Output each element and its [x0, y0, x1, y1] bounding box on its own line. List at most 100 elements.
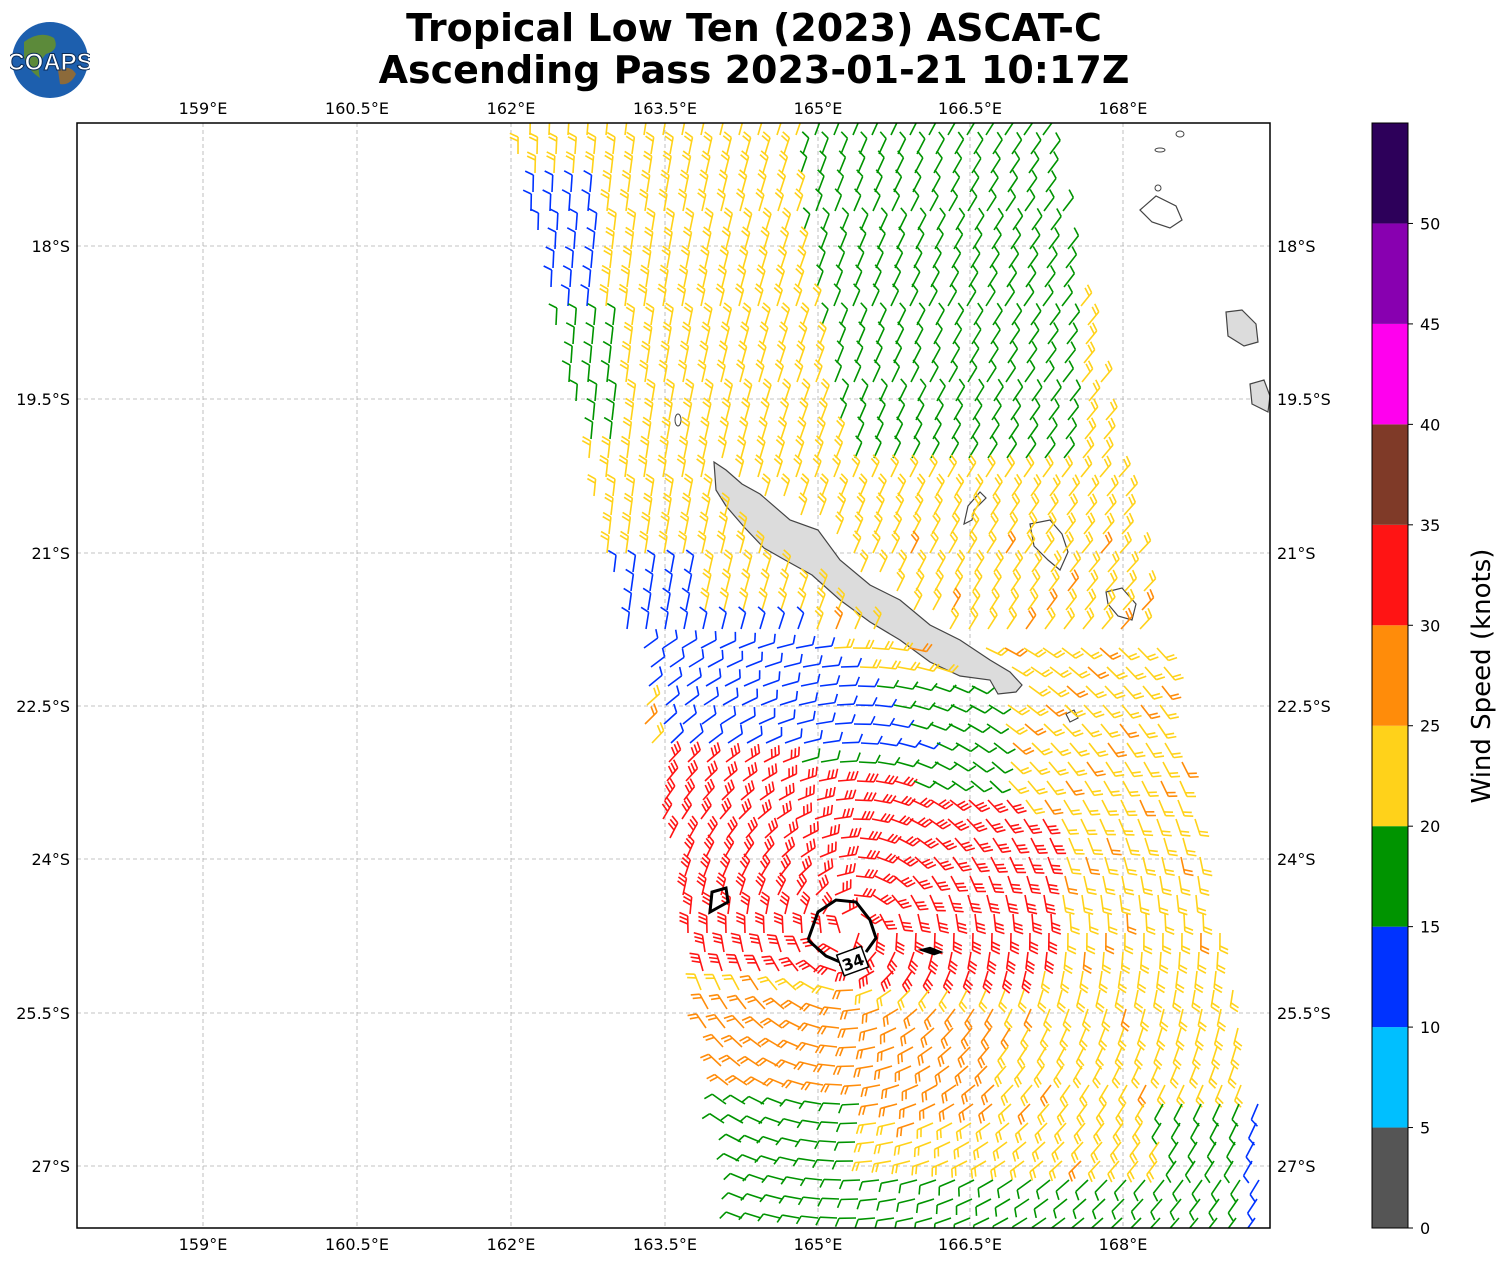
wind-barb [967, 723, 991, 734]
wind-barb [1120, 1008, 1130, 1032]
wind-barb [716, 530, 726, 554]
wind-barb [621, 606, 631, 630]
wind-barb [890, 815, 914, 826]
wind-barb [1173, 1103, 1183, 1127]
wind-barb [990, 492, 1001, 516]
wind-barb [951, 587, 962, 611]
wind-barb [1056, 1103, 1069, 1126]
wind-barb [698, 264, 708, 288]
wind-barb [873, 1141, 894, 1155]
wind-barb [718, 340, 728, 364]
wind-barb [1105, 932, 1115, 955]
wind-barb [1086, 761, 1106, 777]
wind-barb [660, 511, 670, 535]
wind-barb [947, 123, 956, 136]
wind-barb [912, 169, 922, 193]
wind-barb [841, 378, 850, 402]
wind-barb [838, 676, 861, 687]
wind-barb [679, 606, 689, 630]
wind-barb [1004, 123, 1014, 136]
wind-barb [1081, 723, 1103, 738]
wind-barb [1068, 837, 1085, 855]
wind-barb [818, 568, 828, 592]
wind-barb [1197, 951, 1207, 974]
wind-barb [701, 321, 711, 345]
wind-barb [1119, 531, 1132, 554]
wind-barb [676, 454, 687, 478]
wind-barb [1155, 970, 1166, 994]
wind-barb [726, 816, 738, 839]
wind-barb [659, 435, 669, 459]
wind-barb [947, 454, 958, 478]
wind-barb [698, 911, 708, 934]
wind-barb [1063, 607, 1076, 630]
wind-barb [702, 1033, 724, 1048]
wind-barb [1011, 302, 1023, 326]
wind-barb [683, 302, 694, 326]
wind-barb [717, 264, 727, 288]
wind-barb [1025, 799, 1046, 815]
wind-barb [1007, 704, 1031, 716]
wind-barb [1045, 341, 1057, 364]
wind-barb [954, 131, 965, 155]
wind-barb [1090, 1141, 1103, 1164]
wind-barb [986, 530, 997, 554]
wind-barb [719, 853, 731, 877]
wind-barb [816, 264, 824, 288]
wind-barb [819, 841, 837, 858]
wind-barb [1027, 245, 1039, 269]
wind-barb [757, 1213, 781, 1222]
colorbar-segment [1372, 323, 1408, 425]
wind-barb [755, 872, 766, 896]
wind-barb [1031, 913, 1043, 935]
wind-barb [954, 1065, 969, 1086]
wind-barb [696, 872, 707, 896]
wind-barb [975, 1122, 991, 1142]
wind-barb [1049, 837, 1067, 855]
wind-barb [1024, 530, 1036, 554]
wind-barb [968, 264, 979, 288]
wind-barb [852, 810, 875, 821]
wind-barb [762, 1077, 786, 1087]
wind-barb [800, 673, 821, 687]
wind-barb [1156, 647, 1178, 662]
wind-barb [658, 188, 668, 212]
wind-barb [666, 759, 679, 782]
wind-barb [1111, 1065, 1121, 1089]
wind-barb [891, 359, 901, 383]
wind-barb [854, 264, 863, 288]
wind-barb [734, 283, 745, 307]
wind-barb [1227, 1065, 1237, 1089]
wind-barb [1126, 913, 1137, 935]
wind-barb [853, 1141, 875, 1153]
wind-barb [1031, 378, 1043, 402]
wind-barb [562, 265, 572, 288]
wind-barb [735, 911, 746, 934]
wind-barb [607, 549, 617, 573]
wind-barb [836, 169, 845, 193]
wind-barb [683, 473, 694, 497]
wind-barb [735, 188, 746, 212]
wind-barb [625, 131, 636, 155]
wind-barb [1084, 780, 1104, 797]
wind-barb [834, 435, 844, 459]
wind-barb [1061, 818, 1079, 835]
wind-barb [894, 1217, 914, 1228]
wind-barb [1209, 1122, 1219, 1146]
wind-barb [1204, 1160, 1215, 1184]
wind-barb [681, 150, 692, 174]
wind-barb [735, 1153, 759, 1162]
wind-barb [1023, 454, 1035, 478]
wind-barb [677, 359, 688, 383]
wind-barb [1045, 170, 1057, 193]
wind-barb [1195, 1084, 1205, 1108]
wind-barb [625, 473, 636, 497]
wind-barb [936, 742, 960, 751]
wind-barb [657, 283, 667, 307]
wind-barb [938, 1103, 955, 1122]
wind-barb [778, 1019, 802, 1029]
wind-barb [1003, 1008, 1013, 1032]
wind-barb [1024, 188, 1036, 212]
colorbar-segment [1372, 926, 1408, 1028]
colorbar-tick: 15 [1420, 918, 1440, 937]
